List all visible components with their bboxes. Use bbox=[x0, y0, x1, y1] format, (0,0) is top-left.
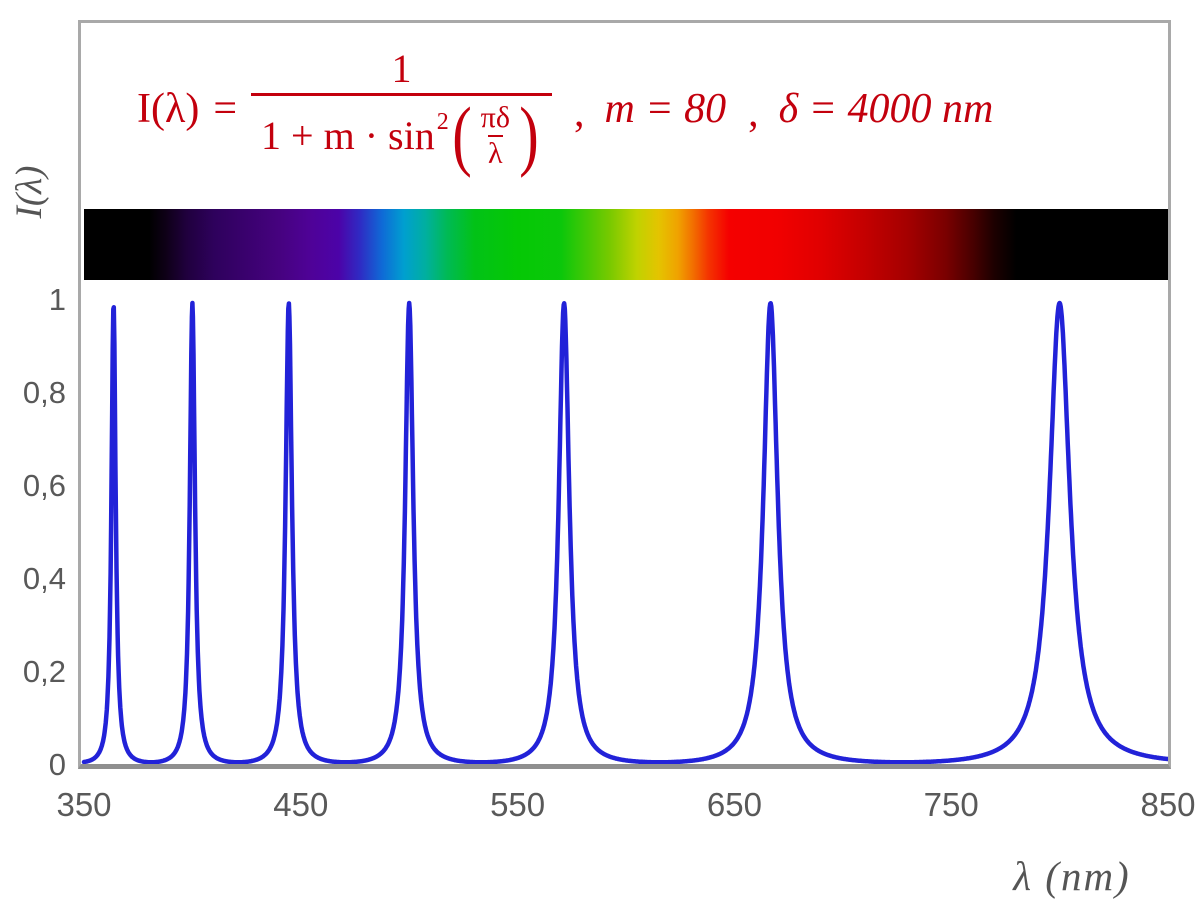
x-tick-label: 750 bbox=[923, 786, 979, 823]
x-tick-label: 850 bbox=[1140, 786, 1196, 823]
inner-numerator: πδ bbox=[480, 100, 510, 134]
parameter-m: m = 80 bbox=[604, 86, 727, 132]
formula-lhs: I(λ) bbox=[137, 86, 200, 132]
fraction-denominator: 1 + m · sin 2 ( πδ λ ) bbox=[251, 91, 552, 179]
x-tick-label: 650 bbox=[706, 786, 762, 823]
curve-polyline bbox=[81, 300, 1168, 764]
y-tick-label: 0,4 bbox=[22, 561, 66, 596]
formula-fraction: 1 1 + m · sin 2 ( πδ λ ) bbox=[251, 46, 552, 179]
denominator-text: 1 + m · sin bbox=[261, 112, 435, 158]
formula-comma-1: , bbox=[573, 90, 585, 136]
x-tick-label: 450 bbox=[273, 786, 329, 823]
y-axis-title: I(λ) bbox=[9, 165, 50, 219]
y-tick-label: 0 bbox=[48, 747, 66, 782]
fraction-numerator: 1 bbox=[391, 46, 412, 92]
inner-fraction: πδ λ bbox=[477, 100, 514, 170]
x-tick-label: 350 bbox=[56, 786, 112, 823]
x-tick-label: 550 bbox=[490, 786, 546, 823]
x-axis-title: λ (nm) bbox=[1013, 853, 1131, 899]
y-tick-label: 1 bbox=[48, 282, 66, 317]
formula: I(λ) = 1 1 + m · sin 2 ( πδ λ ) , m = 80 … bbox=[137, 25, 993, 193]
open-paren: ( bbox=[451, 91, 472, 179]
formula-equals: = bbox=[213, 86, 238, 132]
y-tick-label: 0,6 bbox=[22, 468, 66, 503]
parameter-delta: δ = 4000 nm bbox=[778, 86, 994, 132]
y-tick-label: 0,8 bbox=[22, 375, 66, 410]
spectrum-bar bbox=[84, 209, 1168, 280]
close-paren: ) bbox=[519, 91, 539, 179]
intensity-curve bbox=[81, 300, 1168, 764]
plot-frame: I(λ) = 1 1 + m · sin 2 ( πδ λ ) , m = 80 … bbox=[78, 20, 1171, 769]
formula-comma-2: , bbox=[748, 90, 759, 136]
y-tick-label: 0,2 bbox=[22, 654, 66, 689]
inner-denominator: λ bbox=[488, 134, 503, 170]
